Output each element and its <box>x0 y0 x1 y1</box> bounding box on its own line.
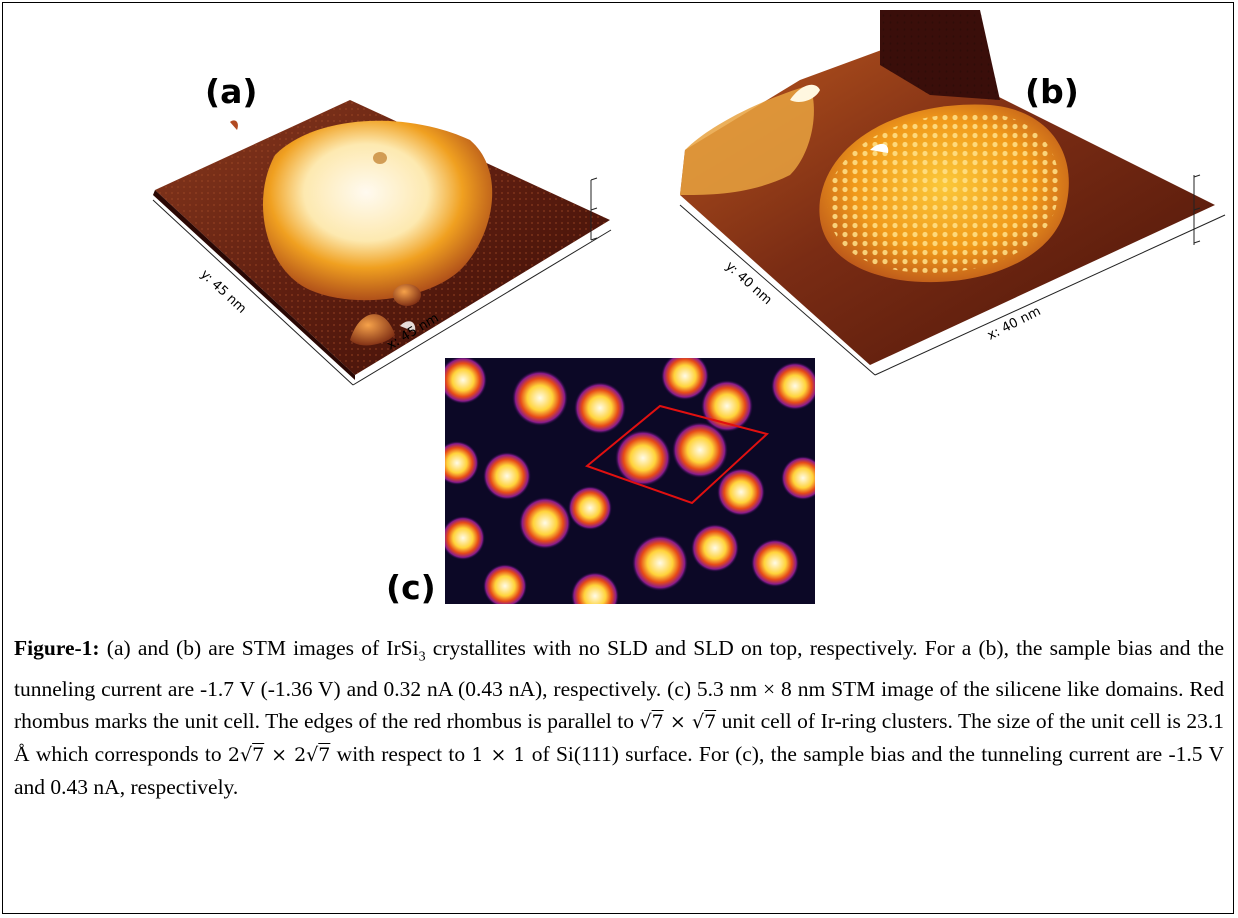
caption-lead: Figure-1: <box>14 636 100 660</box>
caption-text-2: crystallites with no SLD and SLD on top,… <box>14 636 1224 734</box>
caption-subscript: 3 <box>418 649 426 665</box>
figure-caption: Figure-1: (a) and (b) are STM images of … <box>14 632 1224 803</box>
panel-c-label: (c) <box>386 568 436 607</box>
math-2sqrt7-x-2sqrt7: 2√7 × 2√7 <box>227 744 331 767</box>
panel-a-label: (a) <box>205 72 258 111</box>
ir-cluster-blobs <box>445 358 815 604</box>
stm-image-b: y: 40 nm x: 40 nm <box>679 10 1226 376</box>
caption-text-4: with respect to <box>330 742 472 767</box>
math-sqrt7-x-sqrt7: √7 × √7 <box>639 711 717 734</box>
panel-b-label: (b) <box>1025 72 1079 111</box>
caption-text-3: unit cell of Ir-ring clusters. The size … <box>14 709 1225 767</box>
unit-cell-rhombus <box>584 404 770 505</box>
math-1x1: 1 × 1 <box>471 744 526 767</box>
stm-image-a: y: 45 nm x: 45 nm <box>152 100 612 386</box>
stm-image-c <box>445 358 815 604</box>
caption-text-5: of Si(111) surface. For (c), the sample … <box>14 742 1224 800</box>
caption-text-1: (a) and (b) are STM images of IrSi <box>99 636 419 660</box>
panel-b-x-axis-label: x: 40 nm <box>985 304 1043 344</box>
